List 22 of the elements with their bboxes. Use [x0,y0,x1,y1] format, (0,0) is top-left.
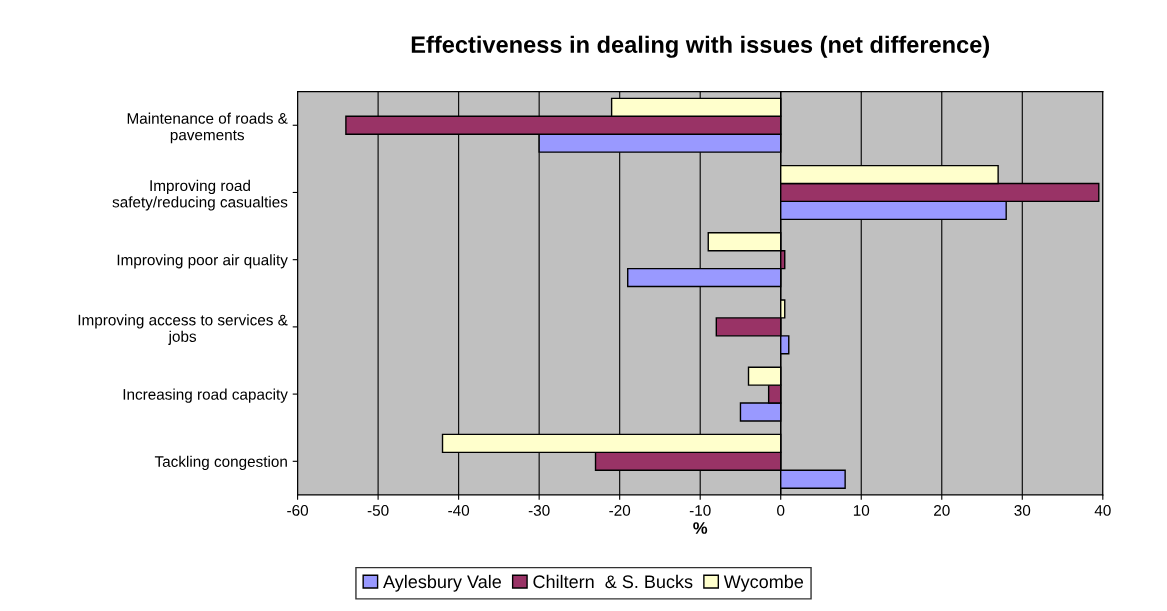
x-tick-label: -60 [287,505,309,516]
y-tick-label: Increasing road capacity [123,388,288,403]
legend-label: Chiltern & S. Bucks [533,574,693,589]
x-tick-label: 40 [1094,505,1111,516]
x-tick-label: 20 [934,505,950,516]
y-tick-label: Improving road safety/reducing casualties [112,179,288,211]
chart-title: Effectiveness in dealing with issues (net difference) [411,35,990,58]
x-tick-label: -40 [448,505,470,516]
x-tick-label: 30 [1014,505,1031,516]
x-tick-label: -20 [609,505,631,516]
y-tick-label: Improving access to services & jobs [78,314,288,345]
legend-label: Wycombe [723,574,804,592]
x-tick-label: -10 [689,505,711,516]
x-tick-label: -50 [367,505,389,516]
x-axis-title: % [693,522,708,534]
y-tick-label: Maintenance of roads & pavements [127,112,288,144]
x-tick-label: 0 [777,505,785,516]
x-tick-label: 10 [853,505,870,516]
legend-label: Aylesbury Vale [383,574,501,592]
x-tick-label: -30 [528,505,550,516]
y-tick-label: Improving poor air quality [117,254,288,269]
y-tick-label: Tackling congestion [154,455,287,471]
